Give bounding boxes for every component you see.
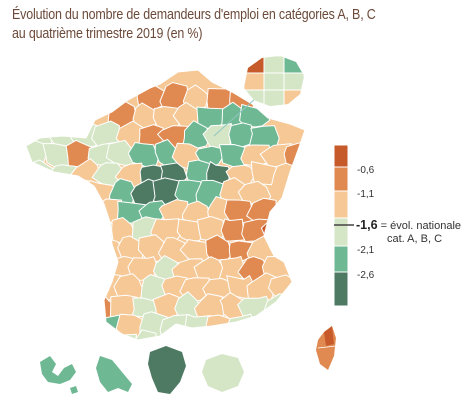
departement-area — [293, 274, 305, 301]
mainland-france — [25, 69, 306, 341]
idf-departement-area — [244, 72, 265, 91]
departement-area — [47, 236, 82, 264]
departement-area — [64, 294, 94, 321]
legend-threshold-4: -2,6 — [357, 270, 375, 281]
legend-color-scale — [333, 144, 354, 307]
departement-area — [74, 272, 103, 301]
legend-threshold-3: -2,1 — [357, 245, 375, 256]
departement-area — [87, 253, 117, 283]
corsica — [316, 326, 336, 370]
departement-area — [75, 236, 101, 267]
national-value: -1,6 — [356, 218, 378, 232]
national-label-line2: cat. A, B, C — [387, 233, 443, 245]
departement-area — [39, 105, 73, 128]
departement-area — [239, 331, 269, 340]
legend-class-4 — [333, 217, 349, 247]
legend-class-2 — [333, 166, 349, 192]
departement-area — [48, 198, 79, 227]
national-label-line1: = évol. nationale — [380, 220, 462, 232]
departement-area — [61, 106, 95, 130]
ile-de-france-inset — [213, 56, 304, 137]
departement-area — [63, 216, 94, 245]
map-title-line1: Évolution du nombre de demandeurs d'empl… — [12, 7, 376, 23]
legend-class-1 — [333, 144, 349, 168]
departement-area — [86, 329, 116, 340]
departement-area — [249, 314, 275, 340]
departement-area — [226, 313, 257, 340]
legend-national-value: -1,6 = évol. nationale cat. A, B, C — [356, 219, 461, 246]
map-title: Évolution du nombre de demandeurs d'empl… — [12, 6, 376, 44]
inset-connector-line — [213, 97, 257, 137]
departement-area — [182, 120, 213, 150]
legend-class-5 — [333, 245, 349, 273]
legend-class-3 — [333, 190, 349, 219]
departement-area — [64, 70, 92, 95]
map-title-line2: au quatrième trimestre 2019 (en %) — [12, 26, 203, 42]
idf-departement-area — [263, 89, 285, 106]
overseas-guyane — [148, 346, 186, 394]
overseas-la-reunion — [202, 354, 244, 392]
departement-area — [71, 198, 103, 224]
departement-area — [129, 329, 157, 340]
departement-area — [268, 314, 299, 339]
overseas-guadeloupe — [40, 356, 78, 394]
idf-departement-area — [244, 56, 265, 74]
departement-area — [40, 293, 74, 323]
departement-area — [43, 257, 70, 283]
departement-area — [261, 335, 294, 340]
legend-class-6 — [333, 271, 349, 307]
departement-area — [108, 70, 136, 96]
departement-area — [105, 332, 137, 340]
idf-departement-area — [263, 72, 285, 91]
departement-area — [73, 313, 99, 339]
idf-departement-area — [283, 89, 304, 106]
departement-area — [49, 275, 80, 301]
departement-area — [74, 85, 104, 115]
departement-area — [250, 160, 278, 186]
departement-area — [65, 256, 96, 282]
idf-departement-area — [283, 56, 304, 74]
overseas-martinique — [96, 356, 132, 392]
departement-area — [176, 218, 204, 242]
legend-threshold-2: -1,1 — [357, 189, 375, 200]
departement-area — [44, 178, 75, 208]
departement-area — [197, 331, 225, 340]
departement-area — [205, 314, 234, 340]
departement-area — [26, 181, 52, 210]
departement-area — [216, 329, 250, 340]
departement-area — [62, 329, 92, 340]
idf-departement-area — [263, 56, 285, 74]
legend-threshold-1: -0,6 — [357, 165, 375, 176]
departement-area — [87, 70, 119, 91]
departement-area — [39, 219, 70, 247]
idf-departement-area — [283, 72, 304, 91]
